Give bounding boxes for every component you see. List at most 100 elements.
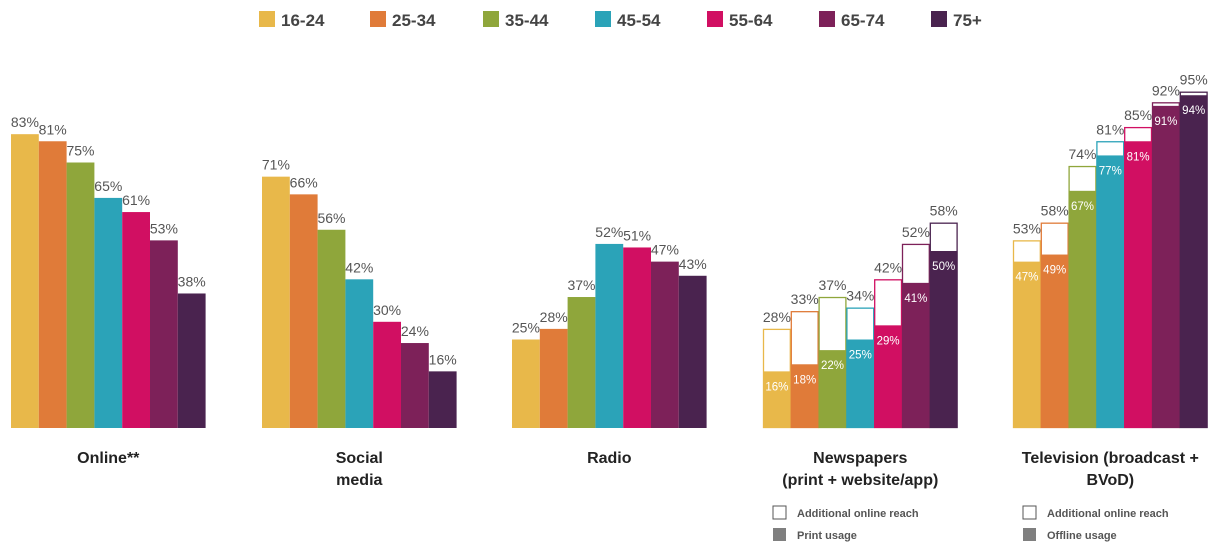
- bar: [651, 261, 679, 428]
- bar-solid: [846, 339, 875, 428]
- bar: [38, 141, 67, 428]
- value-label: 53%: [1013, 220, 1041, 236]
- value-label: 42%: [345, 259, 373, 275]
- value-label: 71%: [262, 157, 290, 173]
- bar: [66, 162, 95, 428]
- value-label: 38%: [178, 273, 206, 289]
- value-label: 42%: [874, 259, 902, 275]
- bar: [512, 339, 540, 428]
- inner-label: 25%: [849, 350, 872, 362]
- note-swatch-outline: [1022, 505, 1037, 520]
- legend-swatch-16-24: [259, 11, 275, 27]
- bar: [150, 240, 178, 428]
- legend-swatch-25-34: [370, 11, 386, 27]
- legend-label-45-54: 45-54: [617, 11, 661, 30]
- value-label: 34%: [846, 288, 874, 304]
- inner-label: 22%: [821, 360, 844, 372]
- legend-label-16-24: 16-24: [281, 11, 325, 30]
- legend-label-35-44: 35-44: [505, 11, 549, 30]
- bar-solid: [763, 371, 791, 428]
- value-label: 74%: [1068, 146, 1096, 162]
- bar-solid: [790, 364, 819, 428]
- inner-label: 91%: [1154, 116, 1177, 128]
- value-label: 81%: [1096, 121, 1124, 137]
- bar: [678, 275, 707, 428]
- bar-solid: [1096, 155, 1125, 429]
- bar: [595, 243, 624, 428]
- inner-label: 41%: [904, 293, 927, 305]
- legend-swatch-55-64: [707, 11, 723, 27]
- value-label: 92%: [1152, 82, 1180, 98]
- value-label: 56%: [317, 210, 345, 226]
- value-label: 51%: [623, 227, 651, 243]
- bar-solid: [1013, 261, 1041, 428]
- group-label: BVoD): [1086, 472, 1134, 489]
- value-label: 75%: [66, 143, 94, 159]
- bar-groups: 83% 81%75%65%61%53%38%Online**71%66%56%42…: [11, 72, 1208, 542]
- note-swatch-solid: [773, 528, 786, 541]
- value-label: 47%: [651, 242, 679, 258]
- bar: [401, 343, 429, 428]
- group-2: 25%28% 37% 52% 51%47%43% Radio: [512, 224, 707, 467]
- group-3: 16% 28% 18% 33% 22% 37% 25% 34% 29% 42% 41% 52% 50% 5…: [762, 203, 958, 542]
- value-label: 66%: [290, 174, 318, 190]
- group-label: Newspapers: [813, 450, 907, 467]
- group-label: media: [336, 472, 382, 489]
- legend-swatch-65-74: [819, 11, 835, 27]
- legend-label-65-74: 65-74: [841, 11, 885, 30]
- bar-solid: [929, 251, 958, 428]
- inner-label: 49%: [1043, 265, 1066, 277]
- legend-label-25-34: 25-34: [392, 11, 436, 30]
- value-label: 24%: [401, 323, 429, 339]
- value-label: 53%: [150, 220, 178, 236]
- legend-swatch-35-44: [483, 11, 499, 27]
- inner-label: 47%: [1015, 272, 1038, 284]
- group-label: Television (broadcast +: [1022, 450, 1199, 467]
- value-label: 65%: [94, 178, 122, 194]
- value-label: 58%: [1041, 203, 1069, 219]
- value-label: 52%: [595, 224, 623, 240]
- inner-label: 94%: [1182, 105, 1205, 117]
- bar: [623, 247, 651, 428]
- value-label: 28%: [540, 309, 568, 325]
- bar: [262, 176, 290, 428]
- value-label: 85%: [1124, 107, 1152, 123]
- group-0: 83% 81% 75% 65%61%53% 38% Online**: [11, 114, 206, 467]
- bar: [289, 194, 318, 428]
- bar: [373, 321, 401, 428]
- bar-solid: [1152, 105, 1180, 429]
- bar-solid: [818, 350, 847, 428]
- value-label: 61%: [122, 192, 150, 208]
- bar-solid: [1124, 141, 1152, 428]
- bar-solid: [1179, 95, 1208, 429]
- value-label: 25%: [512, 320, 540, 336]
- legend-label-75+: 75+: [953, 11, 982, 30]
- legend-swatch-45-54: [595, 11, 611, 27]
- value-label: 58%: [930, 203, 958, 219]
- group-4: 47%53%49%58% 67%74%77%81%81%85% 91%92%94%9…: [1012, 72, 1208, 542]
- value-label: 43%: [679, 256, 707, 272]
- value-label: 52%: [902, 224, 930, 240]
- inner-label: 18%: [793, 374, 816, 386]
- inner-label: 50%: [932, 261, 955, 273]
- legend-swatch-75+: [931, 11, 947, 27]
- bar: [345, 279, 374, 428]
- bar-solid: [1068, 190, 1097, 428]
- bar: [122, 212, 150, 428]
- bar: [428, 371, 457, 428]
- bar-solid: [874, 325, 902, 428]
- note-label: Offline usage: [1047, 530, 1117, 542]
- bar: [567, 297, 596, 428]
- value-label: 95%: [1180, 72, 1208, 88]
- legend: 16-24 25-34 35-44 45-54 55-64 65-74 75+: [259, 11, 982, 30]
- bar: [317, 229, 346, 428]
- group-label: Radio: [587, 450, 632, 467]
- value-label: 28%: [763, 309, 791, 325]
- note-label: Additional online reach: [797, 508, 919, 520]
- value-label: 81%: [39, 121, 67, 137]
- legend-label-55-64: 55-64: [729, 11, 773, 30]
- value-label: 83%: [11, 114, 39, 130]
- value-label: 16%: [429, 351, 457, 367]
- group-1: 71%66% 56% 42% 30%24%16% Social media: [262, 157, 457, 489]
